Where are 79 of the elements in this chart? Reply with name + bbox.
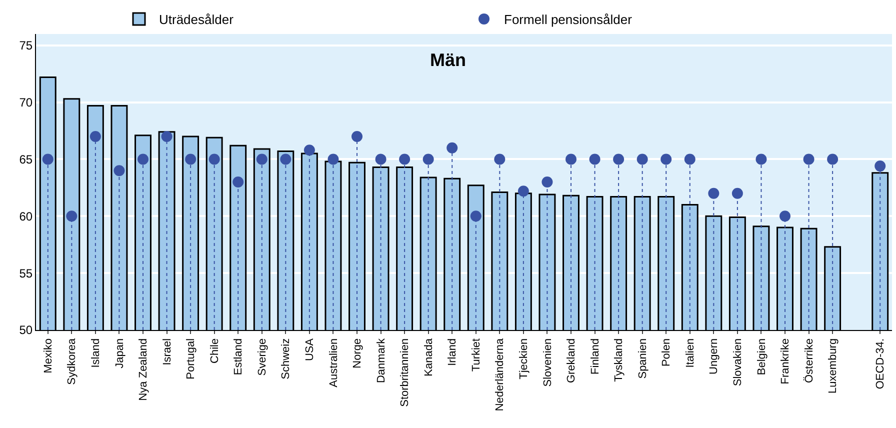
x-tick-label: Italien: [684, 338, 696, 368]
point: [185, 154, 196, 165]
point: [660, 154, 672, 165]
point: [827, 154, 838, 165]
point: [422, 154, 434, 165]
x-tick-label: Storbritannien: [399, 338, 412, 407]
x-tick-label: Grekland: [566, 338, 578, 384]
y-tick-label: 50: [19, 323, 33, 338]
x-tick-label: Norge: [352, 338, 364, 368]
x-tick-label: Slovakien: [732, 338, 744, 386]
y-tick-label: 70: [19, 96, 33, 110]
point: [874, 160, 886, 172]
point: [780, 210, 790, 222]
point: [375, 154, 386, 165]
x-tick-label: Tjeckien: [518, 338, 530, 380]
x-tick-label: Estland: [232, 338, 245, 376]
x-tick-label: Japan: [114, 338, 126, 368]
point: [328, 154, 339, 165]
x-tick-label: Slovenien: [542, 338, 554, 387]
point: [114, 165, 125, 176]
x-tick-label: Frankrike: [780, 338, 792, 384]
point: [90, 130, 101, 142]
x-tick-label: Belgien: [756, 338, 768, 376]
legend-label: Formell pensionsålder: [504, 12, 633, 28]
x-tick-label: USA: [304, 338, 316, 362]
point: [756, 154, 767, 165]
x-tick-label: Tyskland: [613, 338, 626, 382]
x-tick-label: Portugal: [185, 338, 198, 380]
x-tick-label: Mexiko: [42, 338, 54, 374]
x-tick-label: Nederländerna: [494, 338, 506, 412]
point: [732, 188, 743, 199]
point: [684, 154, 696, 165]
point: [138, 154, 148, 165]
x-tick-label: Schweiz: [280, 338, 292, 380]
point: [161, 130, 172, 142]
x-tick-label: Polen: [660, 338, 673, 367]
x-tick-label: Island: [90, 338, 102, 368]
point: [636, 154, 648, 165]
y-tick-label: 65: [19, 152, 33, 166]
x-tick-label: Turkiet: [470, 338, 482, 372]
x-tick-label: Sverige: [256, 338, 268, 376]
point: [208, 154, 220, 165]
x-tick-label: Chile: [208, 338, 221, 364]
point: [399, 154, 410, 165]
x-tick-label: Nya Zealand: [138, 338, 150, 401]
x-tick-label: Luxemburg: [827, 338, 840, 394]
y-tick-label: 75: [19, 38, 33, 53]
point: [542, 176, 553, 188]
x-tick-label: Irland: [446, 338, 459, 366]
point: [803, 154, 814, 165]
x-tick-label: Finland: [589, 338, 602, 374]
text: Män: [430, 50, 466, 70]
x-tick-label: Sydkorea: [66, 338, 78, 385]
x-tick-label: Danmark: [375, 338, 388, 384]
point: [280, 154, 292, 165]
y-tick-label: 55: [19, 266, 33, 280]
x-tick-label: Österrike: [802, 338, 816, 384]
legend-label: Uträdesålder: [159, 12, 234, 28]
x-tick-label: Ungern: [708, 338, 720, 374]
point: [494, 154, 506, 165]
point: [66, 210, 78, 222]
x-tick-label: Kanada: [422, 338, 435, 376]
point: [446, 142, 458, 154]
point: [518, 186, 529, 197]
point: [256, 154, 268, 165]
point: [42, 154, 54, 165]
point: [470, 210, 482, 222]
point: [304, 144, 315, 156]
point: [352, 130, 362, 142]
y-tick-label: 60: [19, 209, 33, 224]
point: [589, 154, 600, 165]
x-tick-label: OECD-34.: [874, 338, 887, 390]
x-tick-label: Israel: [161, 338, 174, 366]
point: [566, 154, 576, 165]
point: [613, 154, 624, 165]
x-tick-label: Spanien: [636, 338, 649, 379]
point: [708, 188, 720, 199]
point: [232, 176, 244, 188]
x-tick-label: Australien: [328, 338, 340, 388]
